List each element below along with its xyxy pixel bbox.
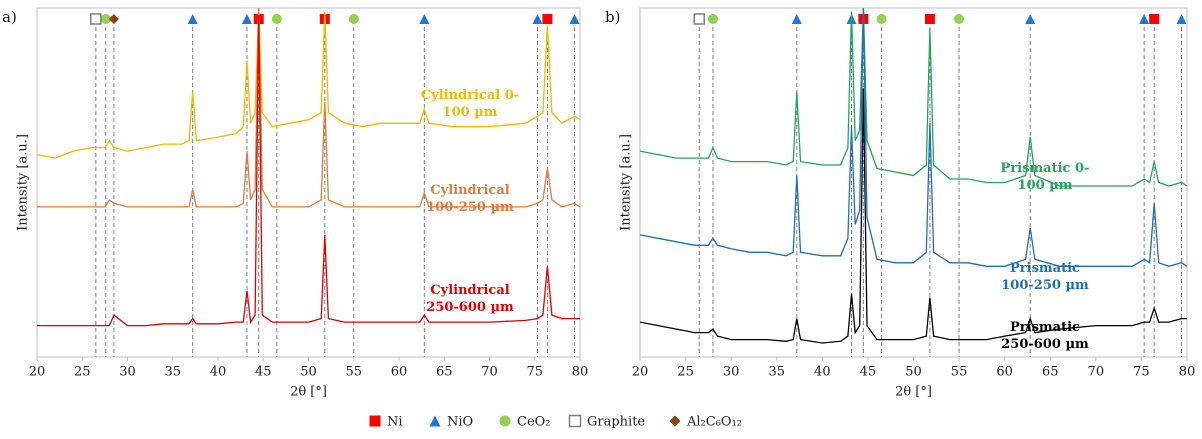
- phase-marker: [348, 14, 359, 24]
- series-label: Prismatic 250-600 µm: [1001, 320, 1089, 352]
- legend-label: NiO: [447, 415, 473, 430]
- x-tick-label: 50: [300, 365, 317, 380]
- phase-marker: [924, 14, 935, 24]
- x-tick-label: 70: [481, 365, 498, 380]
- legend-marker: [499, 415, 511, 427]
- x-tick-label: 60: [996, 365, 1013, 380]
- legend-marker: [669, 415, 681, 427]
- phase-marker: [542, 14, 553, 24]
- data-line: [640, 8, 1187, 187]
- phase-marker: [569, 14, 580, 24]
- x-tick-label: 35: [768, 365, 785, 380]
- x-axis-label: 2θ [°]: [895, 385, 932, 400]
- x-tick-label: 80: [572, 365, 589, 380]
- series-label: Cylindrical 100-250 µm: [426, 183, 514, 215]
- data-line: [640, 88, 1187, 344]
- x-tick-label: 25: [677, 365, 694, 380]
- x-tick-label: 75: [1133, 365, 1150, 380]
- data-line: [37, 14, 580, 327]
- phase-marker: [241, 14, 252, 24]
- x-tick-label: 55: [345, 365, 362, 380]
- plot-frame: [639, 7, 1188, 358]
- series-label: Cylindrical 0-100 µm: [420, 88, 520, 120]
- x-tick-label: 80: [1179, 365, 1196, 380]
- phase-marker: [419, 14, 430, 24]
- phase-marker: [954, 14, 965, 24]
- series-label: Cylindrical 250-600 µm: [426, 283, 514, 315]
- y-axis-label: Intensity [a.u.]: [16, 134, 31, 231]
- phase-marker: [1149, 14, 1160, 24]
- phase-marker: [791, 14, 802, 24]
- x-tick-label: 30: [119, 365, 136, 380]
- phase-marker: [532, 14, 543, 24]
- x-tick-label: 45: [255, 365, 272, 380]
- phase-marker: [90, 13, 102, 25]
- y-axis-label: Intensity [a.u.]: [619, 134, 634, 231]
- series-label: Prismatic 0-100 µm: [1000, 161, 1090, 193]
- data-line: [37, 8, 580, 159]
- phase-marker: [693, 13, 706, 25]
- data-line: [640, 8, 1187, 267]
- x-tick-label: 20: [29, 365, 46, 380]
- phase-marker: [187, 14, 198, 24]
- legend-marker: [568, 414, 582, 428]
- legend-marker: [429, 415, 441, 427]
- legend-label: Graphite: [587, 415, 645, 430]
- panel-label: b): [605, 8, 620, 26]
- data-line: [37, 8, 580, 208]
- x-tick-label: 45: [860, 365, 877, 380]
- x-tick-label: 40: [814, 365, 831, 380]
- x-tick-label: 70: [1088, 365, 1105, 380]
- x-axis-label: 2θ [°]: [290, 385, 327, 400]
- x-tick-label: 75: [526, 365, 543, 380]
- panel-label: a): [2, 8, 17, 26]
- series-label: Prismatic 100-250 µm: [1001, 261, 1089, 293]
- phase-marker: [108, 14, 119, 24]
- x-tick-label: 30: [723, 365, 740, 380]
- phase-marker: [271, 14, 282, 24]
- x-tick-label: 65: [436, 365, 453, 380]
- phase-marker: [1139, 14, 1150, 24]
- x-tick-label: 55: [951, 365, 968, 380]
- x-tick-label: 65: [1042, 365, 1059, 380]
- x-tick-label: 35: [164, 365, 181, 380]
- phase-marker: [707, 14, 718, 24]
- x-tick-label: 40: [210, 365, 227, 380]
- phase-marker: [100, 14, 111, 24]
- x-tick-label: 25: [74, 365, 91, 380]
- x-tick-label: 20: [632, 365, 649, 380]
- legend-marker: [369, 415, 381, 427]
- phase-marker: [1025, 14, 1036, 24]
- legend-label: Ni: [387, 415, 403, 430]
- legend-label: Al₂C₆O₁₂: [686, 415, 742, 430]
- legend-label: CeO₂: [517, 415, 551, 430]
- phase-marker: [876, 14, 887, 24]
- phase-marker: [1176, 14, 1187, 24]
- x-tick-label: 60: [391, 365, 408, 380]
- x-tick-label: 50: [905, 365, 922, 380]
